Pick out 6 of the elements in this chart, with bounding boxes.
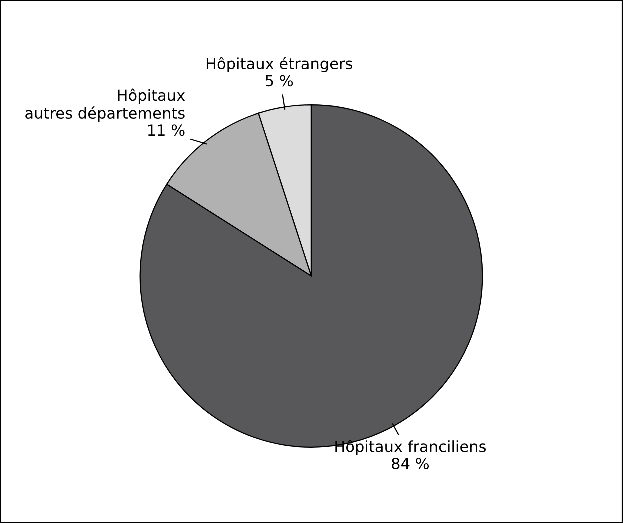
data-label: 11 %	[148, 124, 185, 136]
data-label: 84 %	[392, 458, 430, 470]
slice-label: Hôpitaux franciliens	[336, 440, 486, 456]
data-label: 5 %	[266, 75, 294, 87]
slice-label: Hôpitaux autres départements	[26, 88, 186, 122]
slice-label: Hôpitaux étrangers	[206, 57, 353, 73]
